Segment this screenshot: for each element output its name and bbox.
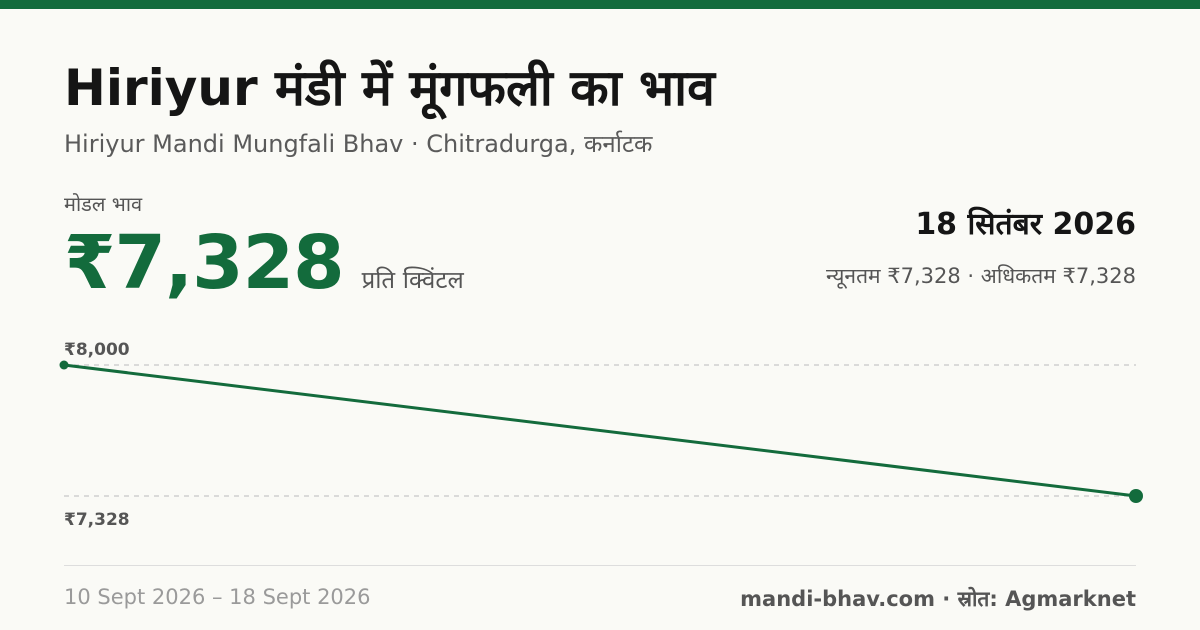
page-title: Hiriyur मंडी में मूंगफली का भाव <box>64 59 715 117</box>
y-tick-label: ₹7,328 <box>64 510 130 530</box>
latest-data-point <box>1129 489 1143 503</box>
price-range: न्यूनतम ₹7,328 · अधिकतम ₹7,328 <box>826 264 1136 288</box>
series-line <box>62 363 1138 498</box>
price-value: ₹7,328 <box>64 220 345 306</box>
price-date: 18 सितंबर 2026 <box>915 207 1136 242</box>
price-label: मोडल भाव <box>64 192 143 216</box>
footer-source: mandi-bhav.com · स्रोत: Agmarknet <box>740 587 1136 611</box>
y-tick-label: ₹8,000 <box>64 340 130 360</box>
price-unit: प्रति क्विंटल <box>361 266 464 294</box>
footer-divider <box>64 565 1136 566</box>
footer-date-range: 10 Sept 2026 – 18 Sept 2026 <box>64 585 371 609</box>
data-point <box>59 360 69 370</box>
price-row: ₹7,328 प्रति क्विंटल <box>64 220 464 306</box>
price-trend-chart: ₹8,000 ₹7,328 <box>59 340 1143 530</box>
top-accent-bar <box>0 0 1200 9</box>
page-subtitle: Hiriyur Mandi Mungfali Bhav · Chitradurg… <box>64 130 653 158</box>
